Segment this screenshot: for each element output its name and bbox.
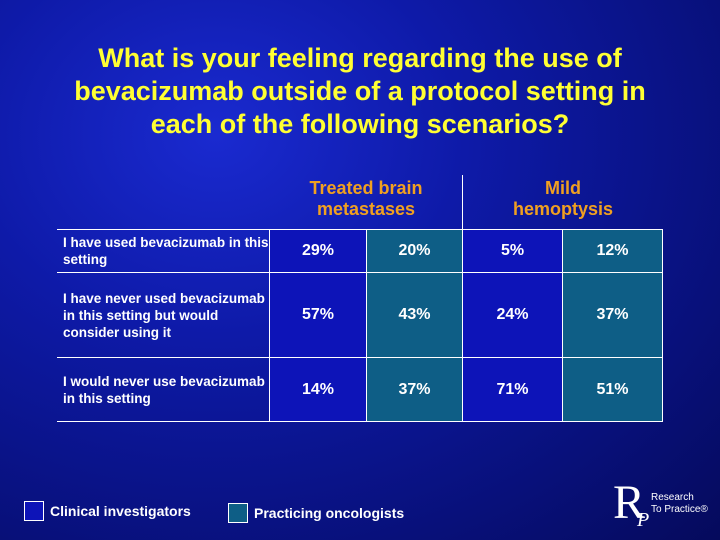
column-header-line: metastases [316, 199, 416, 219]
table-cell: 14% [269, 358, 366, 422]
column-divider [462, 175, 463, 230]
column-header-hemoptysis: Mild hemoptysis [464, 178, 662, 220]
slide-title: What is your feeling regarding the use o… [74, 43, 646, 139]
row-label: I have used bevacizumab in this setting [57, 229, 269, 273]
legend-label: Clinical investigators [50, 503, 191, 519]
table-cell: 43% [366, 273, 462, 358]
table-cell: 51% [562, 358, 663, 422]
table-cell: 37% [366, 358, 462, 422]
table-cell: 29% [269, 229, 366, 273]
column-header-line: Mild [545, 178, 581, 198]
legend-label: Practicing oncologists [254, 505, 405, 521]
table-cell: 24% [462, 273, 562, 358]
logo-letter-r: R [613, 476, 646, 529]
table-cell: 12% [562, 229, 663, 273]
row-label: I would never use bevacizumab in this se… [57, 358, 269, 422]
table-cell: 71% [462, 358, 562, 422]
legend-swatch [228, 503, 248, 523]
table-cell: 57% [269, 273, 366, 358]
legend-practicing-oncologists: Practicing oncologists [228, 503, 404, 523]
results-table: I have used bevacizumab in this setting … [57, 229, 663, 422]
column-header-brain-metastases: Treated brain metastases [272, 178, 460, 220]
legend-clinical-investigators: Clinical investigators [24, 501, 191, 521]
logo-letter-p: P [637, 509, 650, 531]
research-to-practice-logo: R P Research To Practice® [611, 475, 711, 535]
logo-text: To Practice® [651, 504, 708, 515]
logo-text: Research [651, 492, 694, 503]
table-cell: 37% [562, 273, 663, 358]
column-header-line: Treated brain [309, 178, 423, 198]
column-header-line: hemoptysis [512, 199, 614, 219]
legend-swatch [24, 501, 44, 521]
table-cell: 20% [366, 229, 462, 273]
table-cell: 5% [462, 229, 562, 273]
row-label: I have never used bevacizumab in this se… [57, 273, 269, 358]
